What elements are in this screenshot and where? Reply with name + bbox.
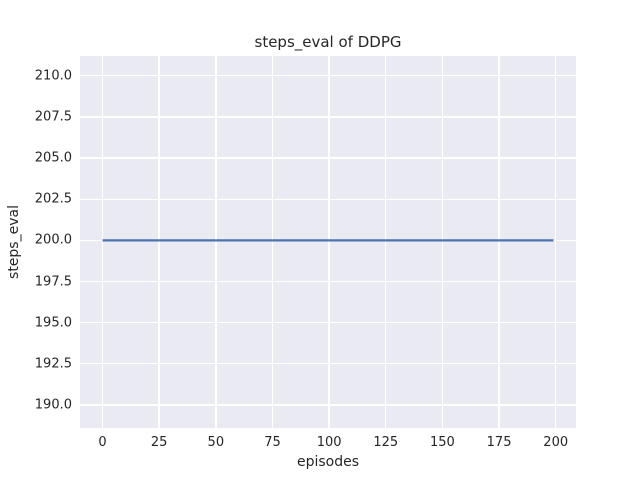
chart-title: steps_eval of DDPG <box>254 33 402 51</box>
gridline-vertical <box>385 56 387 428</box>
gridline-vertical <box>215 56 217 428</box>
gridline-horizontal <box>80 198 576 200</box>
y-tick-label: 197.5 <box>34 274 72 289</box>
gridline-vertical <box>271 56 274 428</box>
gridline-horizontal <box>80 116 576 118</box>
gridline-horizontal <box>80 75 576 77</box>
x-tick-label: 25 <box>150 435 168 450</box>
x-tick-label: 0 <box>98 435 107 450</box>
x-tick-label: 125 <box>373 435 399 450</box>
plot-area <box>80 56 576 428</box>
x-tick-label: 175 <box>486 435 512 450</box>
gridline-horizontal <box>80 363 576 365</box>
x-tick-label: 100 <box>316 435 342 450</box>
gridline-horizontal <box>80 157 576 159</box>
gridline-vertical <box>328 56 330 428</box>
gridline-horizontal <box>80 404 576 406</box>
y-tick-label: 195.0 <box>34 315 72 331</box>
y-tick-label: 200.0 <box>34 232 72 248</box>
gridline-vertical <box>101 56 104 428</box>
gridline-vertical <box>441 56 444 428</box>
gridline-vertical <box>158 56 160 428</box>
y-tick-label: 190.0 <box>34 397 72 413</box>
x-tick-label: 50 <box>207 435 225 450</box>
gridline-vertical <box>498 56 500 428</box>
y-tick-label: 192.5 <box>34 356 72 372</box>
data-line-layer <box>102 239 554 242</box>
x-tick-label: 200 <box>543 435 569 450</box>
y-tick-label: 202.5 <box>34 191 72 207</box>
gridline-horizontal <box>80 280 576 283</box>
y-tick-label: 207.5 <box>34 109 72 125</box>
y-tick-label: 205.0 <box>34 150 72 166</box>
gridline-vertical <box>555 56 557 428</box>
y-tick-label: 210.0 <box>34 68 72 84</box>
x-tick-label: 150 <box>430 435 455 450</box>
gridline-horizontal <box>80 321 576 324</box>
x-tick-label: 75 <box>264 435 281 450</box>
x-axis-label: episodes <box>296 454 360 470</box>
